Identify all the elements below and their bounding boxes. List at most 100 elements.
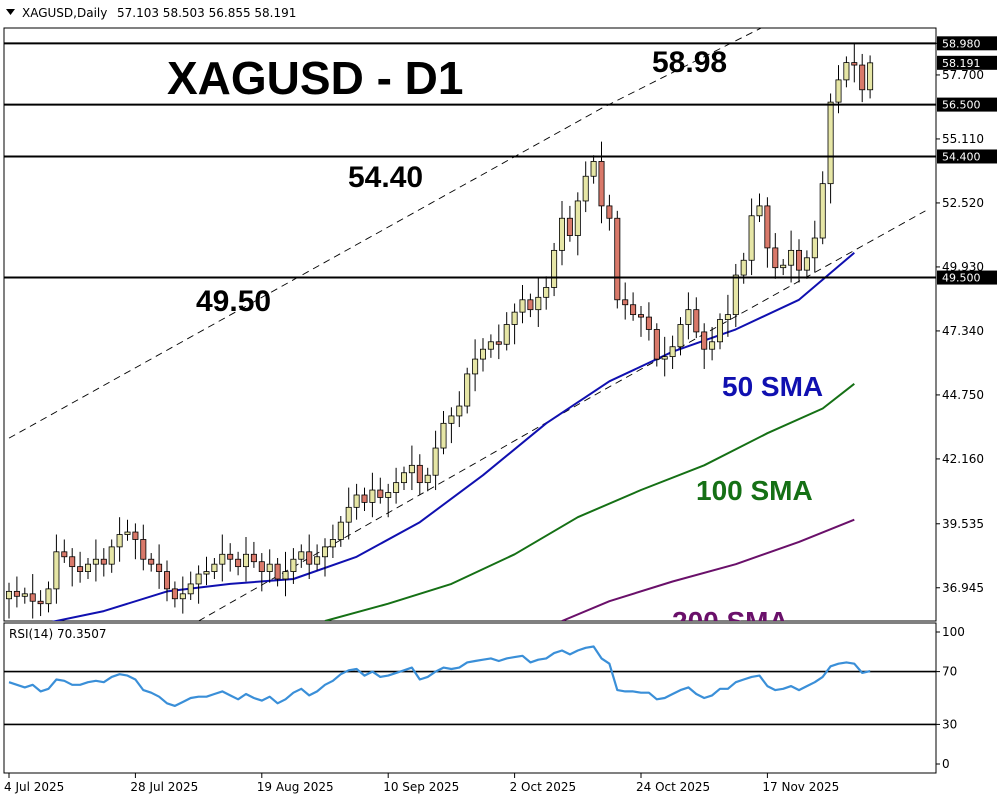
time-tick-label: 19 Aug 2025 xyxy=(257,780,334,794)
candle-bull xyxy=(369,489,376,503)
sma-50-label: 50 SMA xyxy=(722,371,823,402)
candle-bull xyxy=(448,415,455,424)
candle-bear xyxy=(250,553,257,563)
candle-bull xyxy=(85,563,92,572)
price-tick-label: 57.700 xyxy=(942,68,984,82)
candle-bull xyxy=(780,264,787,269)
level-tag-bg xyxy=(937,270,997,285)
candle-bear xyxy=(796,249,803,271)
candle-bull xyxy=(345,506,352,523)
candle-bull xyxy=(456,405,463,417)
candle-bull xyxy=(867,62,874,91)
candle-bull xyxy=(6,590,12,600)
price-tick-label: 39.535 xyxy=(942,517,984,531)
candle-bull xyxy=(432,447,439,476)
candle-bull xyxy=(479,348,486,360)
level-label-54-40: 54.40 xyxy=(348,161,423,194)
price-pane: 58.980 57.700 55.110 52.520 49.930 47.340 44.7… xyxy=(3,27,997,637)
candle-bull xyxy=(337,521,344,540)
candle-bear xyxy=(235,558,242,568)
candle-bear xyxy=(258,561,265,572)
candle-bull xyxy=(472,358,479,375)
chart-title: XAGUSD - D1 xyxy=(167,52,463,104)
rsi-tick-label: 100 xyxy=(942,625,965,639)
rsi-tick-label: 30 xyxy=(942,717,957,731)
candle-bull xyxy=(179,593,186,600)
candles xyxy=(6,42,874,619)
candle-bear xyxy=(306,551,313,565)
candle-bull xyxy=(574,200,581,236)
time-tick-label: 10 Sep 2025 xyxy=(383,780,459,794)
candle-bear xyxy=(361,494,368,503)
candle-bull xyxy=(827,101,834,185)
candle-bull xyxy=(756,205,763,217)
time-axis: 4 Jul 2025 28 Jul 2025 19 Aug 2025 10 Sep 2… xyxy=(4,773,839,794)
time-tick-label: 24 Oct 2025 xyxy=(636,780,710,794)
candle-bull xyxy=(242,553,249,568)
sma-line-1 xyxy=(324,383,855,621)
horizontal-levels xyxy=(4,42,936,279)
candle-bull xyxy=(724,314,731,320)
current-price-tag-bg xyxy=(937,55,997,70)
candle-bull xyxy=(400,472,407,484)
current-price-tag: 58.191 xyxy=(942,57,981,70)
candle-bull xyxy=(717,319,724,343)
candle-bear xyxy=(37,600,44,605)
header-dropdown-icon[interactable] xyxy=(6,9,15,15)
sma-200-label-clip: 200 SMA xyxy=(672,606,789,637)
level-tag-56.500: 56.500 xyxy=(942,99,981,112)
trend-channel-lower xyxy=(198,210,926,621)
candle-bull xyxy=(487,341,494,350)
candle-bear xyxy=(495,341,502,345)
candle-bull xyxy=(124,531,131,535)
candle-bear xyxy=(156,563,163,572)
candle-bull xyxy=(321,546,328,558)
candle-bull xyxy=(393,482,400,493)
candle-bull xyxy=(519,299,526,313)
candle-bull xyxy=(282,571,289,580)
candle-bull xyxy=(219,553,226,565)
rsi-header: RSI(14) 70.3507 xyxy=(9,627,107,641)
level-label-49-50: 49.50 xyxy=(196,285,271,318)
candle-bear xyxy=(132,531,139,540)
candle-bull xyxy=(748,215,755,261)
candle-bear xyxy=(171,588,178,600)
rsi-tick-label: 0 xyxy=(942,757,950,771)
candle-bull xyxy=(843,62,850,81)
price-tick-label: 47.340 xyxy=(942,324,984,338)
candle-bear xyxy=(645,316,652,330)
level-tag-bg xyxy=(937,149,997,164)
price-tick-label: 49.930 xyxy=(942,260,984,274)
candle-bear xyxy=(69,556,76,568)
candle-bear xyxy=(614,217,621,301)
candle-bear xyxy=(701,331,708,350)
candle-bull xyxy=(440,422,447,449)
candle-bear xyxy=(29,593,36,602)
rsi-pane: RSI(14) 70.3507 100 70 30 0 xyxy=(3,622,965,774)
level-tag-54.400: 54.400 xyxy=(942,150,981,163)
candle-bull xyxy=(559,217,566,251)
candle-bull xyxy=(819,183,826,239)
candle-bear xyxy=(13,590,20,597)
price-tick-label: 55.110 xyxy=(942,132,984,146)
candle-bear xyxy=(598,161,605,207)
price-tick-label: 36.945 xyxy=(942,581,984,595)
candle-bull xyxy=(732,274,739,316)
candle-bull xyxy=(811,237,818,259)
candle-bear xyxy=(100,558,107,565)
candle-bull xyxy=(535,296,542,311)
candle-bear xyxy=(764,205,771,249)
candle-bull xyxy=(511,311,518,325)
header-ohlc: 57.103 58.503 56.855 58.191 xyxy=(117,6,296,20)
price-tick-label: 42.160 xyxy=(942,452,984,466)
candle-bull xyxy=(803,257,810,271)
candle-bull xyxy=(424,474,431,484)
candle-bull xyxy=(116,534,123,548)
time-tick-label: 17 Nov 2025 xyxy=(762,780,839,794)
candle-bear xyxy=(140,539,147,560)
candle-bear xyxy=(377,489,384,498)
sma-200-label: 200 SMA xyxy=(672,606,789,637)
level-tag-49.500: 49.500 xyxy=(942,272,981,285)
